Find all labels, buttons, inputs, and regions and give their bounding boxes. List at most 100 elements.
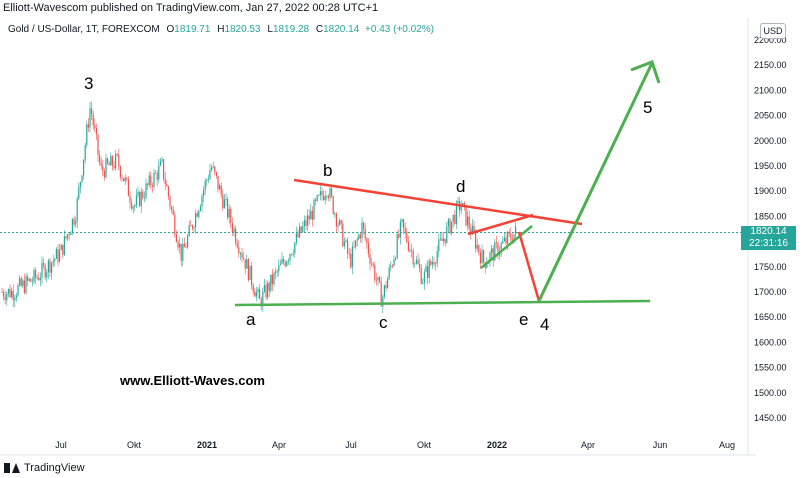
- candle-body: [15, 295, 17, 298]
- candle-body: [28, 278, 30, 281]
- candle-body: [12, 290, 14, 301]
- candle-body: [377, 277, 379, 281]
- candle-body: [111, 156, 113, 167]
- candle-body: [190, 225, 192, 226]
- candle-body: [401, 219, 403, 222]
- candle-body: [207, 179, 209, 180]
- candle-body: [347, 240, 349, 254]
- candle-body: [204, 180, 206, 190]
- candle-body: [219, 185, 221, 190]
- currency-button[interactable]: USD: [760, 23, 786, 39]
- candle-body: [359, 234, 361, 239]
- candle-body: [273, 272, 275, 285]
- y-tick-label: 1850.00: [754, 211, 787, 221]
- candle-body: [262, 291, 264, 307]
- candle-body: [87, 124, 89, 128]
- y-tick-label: 1500.00: [754, 388, 787, 398]
- candle-body: [203, 189, 205, 196]
- candle-body: [369, 254, 371, 264]
- candle-body: [326, 196, 328, 197]
- candle-body: [6, 293, 8, 301]
- candle-body: [105, 158, 107, 178]
- candle-body: [140, 191, 142, 207]
- candle-body: [183, 243, 185, 248]
- candle-body: [231, 222, 233, 233]
- candle-body: [110, 156, 112, 166]
- candle-body: [279, 263, 281, 266]
- candle-body: [302, 226, 304, 232]
- candle-body: [92, 114, 94, 126]
- candle-body: [46, 272, 48, 278]
- candle-body: [17, 285, 19, 296]
- candle-body: [427, 266, 429, 278]
- candle-body: [153, 172, 155, 187]
- y-tick-label: 2200.00: [754, 35, 787, 45]
- high-label: H: [217, 24, 225, 35]
- candle-body: [270, 274, 272, 291]
- candle-body: [367, 242, 369, 255]
- candle-body: [467, 216, 469, 226]
- candle-body: [71, 218, 73, 233]
- candle-body: [113, 166, 115, 169]
- candle-body: [507, 232, 509, 244]
- candle-body: [315, 199, 317, 201]
- candle-body: [39, 277, 41, 281]
- wave-label-a: a: [246, 310, 256, 329]
- candle-body: [318, 194, 320, 196]
- candle-body: [228, 209, 230, 218]
- x-axis-ticks: Jul Okt 2021 Apr Jul Okt 2022 Apr Jun Aug: [55, 440, 735, 450]
- wave-label-4: 4: [540, 315, 549, 334]
- wedge-upper-line: [467, 213, 534, 236]
- candle-body: [70, 232, 72, 235]
- candle-body: [393, 259, 395, 266]
- candle-body: [100, 162, 102, 166]
- candle-body: [412, 250, 414, 265]
- candle-body: [201, 195, 203, 207]
- candle-body: [244, 259, 246, 269]
- candle-body: [81, 175, 83, 183]
- candle-body: [374, 265, 376, 280]
- candle-body: [284, 262, 286, 266]
- candle-body: [483, 250, 485, 263]
- candle-body: [513, 234, 515, 243]
- candle-body: [383, 285, 385, 297]
- candle-body: [49, 260, 51, 273]
- candle-body: [209, 170, 211, 180]
- candle-body: [89, 108, 91, 128]
- x-tick-label: Jun: [653, 440, 668, 450]
- symbol-label[interactable]: Gold / US-Dollar, 1T, FOREXCOM: [8, 24, 160, 35]
- candle-body: [508, 232, 510, 234]
- candle-body: [4, 296, 6, 301]
- candle-body: [396, 234, 398, 259]
- candle-body: [385, 285, 387, 289]
- candle-body: [406, 231, 408, 242]
- candle-body: [348, 253, 350, 255]
- candle-body: [103, 170, 105, 178]
- candle-body: [283, 259, 285, 263]
- y-axis-ticks: 2200.00 2150.00 2100.00 2050.00 2000.00 1950.…: [754, 35, 787, 423]
- candle-body: [60, 244, 62, 251]
- x-tick-label: Okt: [417, 440, 432, 450]
- candle-body: [51, 262, 53, 273]
- candle-body: [174, 214, 176, 235]
- candle-body: [399, 221, 401, 238]
- candle-body: [9, 288, 11, 298]
- candle-body: [95, 128, 97, 135]
- candle-body: [191, 225, 193, 229]
- candle-body: [366, 238, 368, 243]
- candle-body: [355, 240, 357, 247]
- candle-body: [249, 265, 251, 281]
- candle-body: [332, 196, 334, 214]
- candle-body: [358, 234, 360, 240]
- candle-body: [158, 165, 160, 180]
- candle-body: [164, 178, 166, 185]
- candle-body: [118, 154, 120, 167]
- candle-body: [361, 222, 363, 239]
- brand-name: TradingView: [24, 462, 85, 474]
- candlesticks: [1, 101, 517, 314]
- candle-body: [371, 263, 373, 265]
- brand-footer[interactable]: TradingView: [4, 462, 85, 474]
- candle-body: [123, 178, 125, 182]
- open-value: 1819.71: [174, 24, 211, 35]
